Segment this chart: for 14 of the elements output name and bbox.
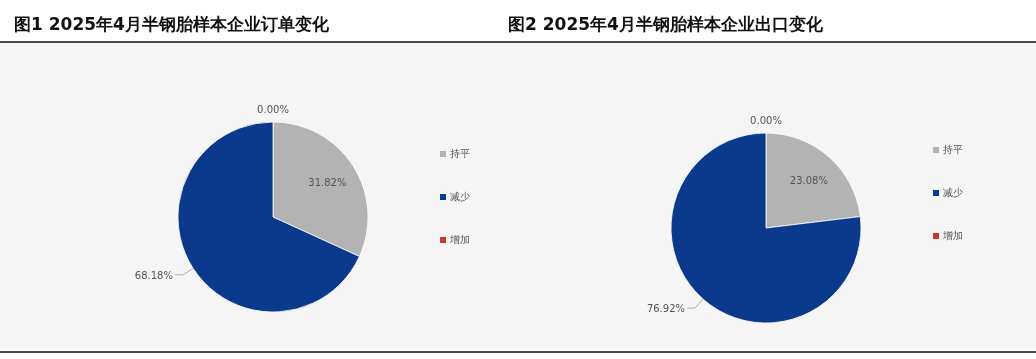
legend-label: 增加: [449, 234, 470, 245]
data-label: 68.18%: [134, 269, 173, 281]
legend-label: 持平: [943, 144, 963, 155]
chart-title: 图2 2025年4月半钢胎样本企业出口变化: [508, 14, 824, 34]
legend-label: 减少: [943, 187, 963, 198]
legend-label: 增加: [942, 230, 963, 241]
data-label: 23.08%: [789, 174, 828, 186]
data-label: 31.82%: [308, 177, 347, 189]
chart-title: 图1 2025年4月半钢胎样本企业订单变化: [14, 14, 330, 34]
legend-label: 减少: [450, 191, 470, 202]
text: 0.00%: [750, 115, 782, 126]
text: 0.00%: [257, 104, 289, 115]
data-label: 76.92%: [646, 303, 686, 315]
legend-label: 持平: [450, 148, 470, 159]
